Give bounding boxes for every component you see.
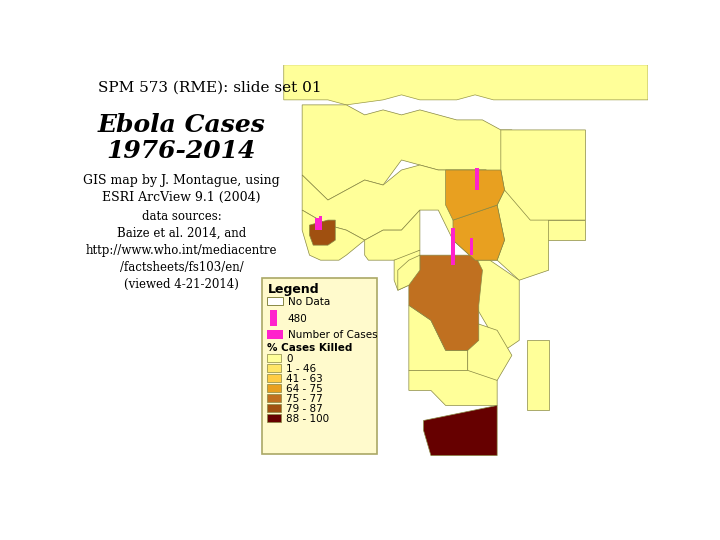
Polygon shape [475, 260, 519, 355]
Polygon shape [310, 220, 336, 245]
Bar [451, 228, 455, 265]
Polygon shape [409, 370, 497, 406]
Polygon shape [365, 210, 420, 260]
Polygon shape [468, 320, 512, 380]
Text: GIS map by J. Montague, using
ESRI ArcView 9.1 (2004): GIS map by J. Montague, using ESRI ArcVi… [83, 174, 280, 204]
Polygon shape [526, 340, 549, 410]
Bar [267, 374, 282, 382]
Text: Legend: Legend [267, 284, 319, 296]
Polygon shape [409, 305, 468, 370]
Bar [267, 330, 283, 339]
Bar [267, 394, 282, 402]
Bar [319, 216, 322, 230]
Bar [469, 238, 473, 255]
Bar [270, 310, 276, 326]
Text: Number of Cases: Number of Cases [287, 330, 377, 340]
Text: % Cases Killed: % Cases Killed [267, 343, 353, 353]
Text: 79 - 87: 79 - 87 [286, 403, 323, 414]
FancyBboxPatch shape [262, 278, 377, 454]
Text: 88 - 100: 88 - 100 [286, 414, 329, 423]
Bar [267, 383, 282, 392]
Text: No Data: No Data [287, 296, 330, 307]
Polygon shape [453, 205, 505, 260]
Polygon shape [302, 105, 526, 240]
Polygon shape [302, 210, 365, 260]
Bar [267, 414, 282, 422]
Text: 480: 480 [287, 314, 307, 323]
Polygon shape [302, 165, 505, 260]
Polygon shape [284, 65, 648, 105]
Text: 0: 0 [286, 354, 292, 363]
Text: Ebola Cases
1976-2014: Ebola Cases 1976-2014 [97, 112, 266, 164]
Bar [267, 363, 282, 372]
Polygon shape [409, 255, 482, 350]
Bar [284, 65, 648, 481]
Text: 75 - 77: 75 - 77 [286, 394, 323, 403]
Text: data sources:
Baize et al. 2014, and
http://www.who.int/mediacentre
/factsheets/: data sources: Baize et al. 2014, and htt… [86, 210, 277, 291]
Polygon shape [497, 190, 549, 280]
Polygon shape [526, 220, 585, 240]
Polygon shape [423, 406, 497, 456]
Polygon shape [398, 255, 420, 290]
Bar [267, 403, 282, 412]
Text: SPM 573 (RME): slide set 01: SPM 573 (RME): slide set 01 [98, 80, 321, 94]
Bar [267, 354, 282, 362]
Polygon shape [394, 250, 420, 290]
Bar [474, 168, 479, 190]
Bar [315, 218, 318, 230]
Text: 41 - 63: 41 - 63 [286, 374, 323, 383]
Text: 1 - 46: 1 - 46 [286, 363, 316, 374]
Polygon shape [446, 170, 505, 220]
Text: 64 - 75: 64 - 75 [286, 383, 323, 394]
Bar [267, 296, 283, 305]
Polygon shape [501, 130, 585, 220]
